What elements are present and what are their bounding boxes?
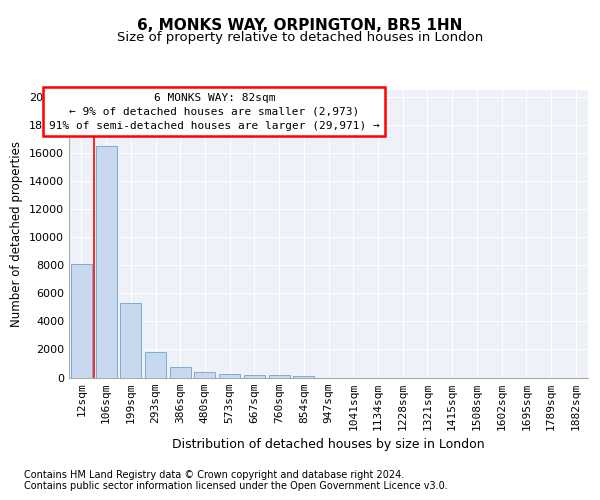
Bar xyxy=(293,376,314,378)
Bar xyxy=(244,375,265,378)
Text: Contains public sector information licensed under the Open Government Licence v3: Contains public sector information licen… xyxy=(24,481,448,491)
Text: 6 MONKS WAY: 82sqm
← 9% of detached houses are smaller (2,973)
91% of semi-detac: 6 MONKS WAY: 82sqm ← 9% of detached hous… xyxy=(49,93,380,131)
Bar xyxy=(71,264,92,378)
Bar xyxy=(120,303,141,378)
Bar xyxy=(145,352,166,378)
Y-axis label: Number of detached properties: Number of detached properties xyxy=(10,141,23,327)
Text: 6, MONKS WAY, ORPINGTON, BR5 1HN: 6, MONKS WAY, ORPINGTON, BR5 1HN xyxy=(137,18,463,32)
Bar xyxy=(219,374,240,378)
Bar xyxy=(95,146,116,378)
Bar xyxy=(269,376,290,378)
Text: Contains HM Land Registry data © Crown copyright and database right 2024.: Contains HM Land Registry data © Crown c… xyxy=(24,470,404,480)
Text: Size of property relative to detached houses in London: Size of property relative to detached ho… xyxy=(117,31,483,44)
Bar xyxy=(194,372,215,378)
Bar xyxy=(170,367,191,378)
X-axis label: Distribution of detached houses by size in London: Distribution of detached houses by size … xyxy=(172,438,485,451)
